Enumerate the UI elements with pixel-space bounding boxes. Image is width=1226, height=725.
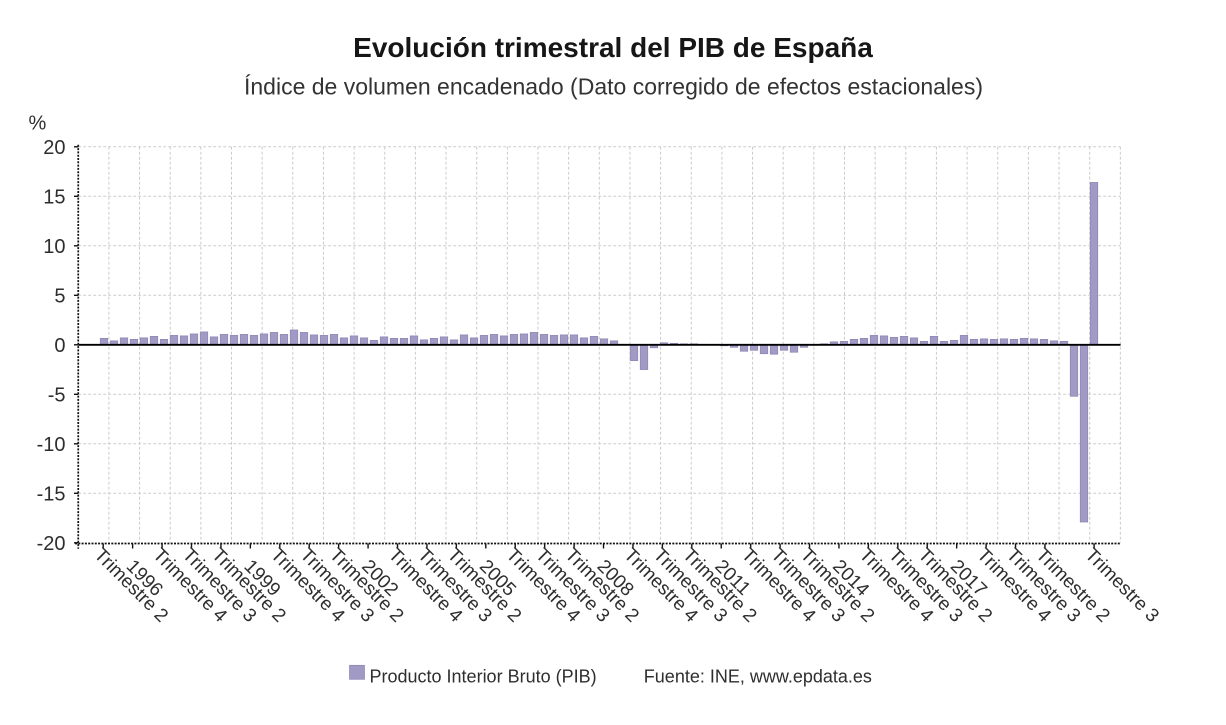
svg-text:Índice de volumen encadenado (: Índice de volumen encadenado (Dato corre… bbox=[244, 74, 983, 100]
svg-text:0: 0 bbox=[54, 335, 65, 357]
svg-text:10: 10 bbox=[43, 236, 65, 258]
svg-text:-15: -15 bbox=[37, 484, 66, 506]
svg-text:Fuente: INE, www.epdata.es: Fuente: INE, www.epdata.es bbox=[644, 667, 872, 687]
svg-text:-10: -10 bbox=[37, 434, 66, 456]
svg-text:%: % bbox=[29, 113, 47, 135]
svg-text:-20: -20 bbox=[37, 533, 66, 555]
svg-text:20: 20 bbox=[43, 137, 65, 159]
svg-text:Evolución trimestral del PIB d: Evolución trimestral del PIB de España bbox=[353, 32, 873, 63]
svg-text:5: 5 bbox=[54, 286, 65, 308]
svg-text:Producto Interior Bruto (PIB): Producto Interior Bruto (PIB) bbox=[370, 667, 597, 687]
svg-text:-5: -5 bbox=[48, 385, 66, 407]
svg-text:15: 15 bbox=[43, 187, 65, 209]
